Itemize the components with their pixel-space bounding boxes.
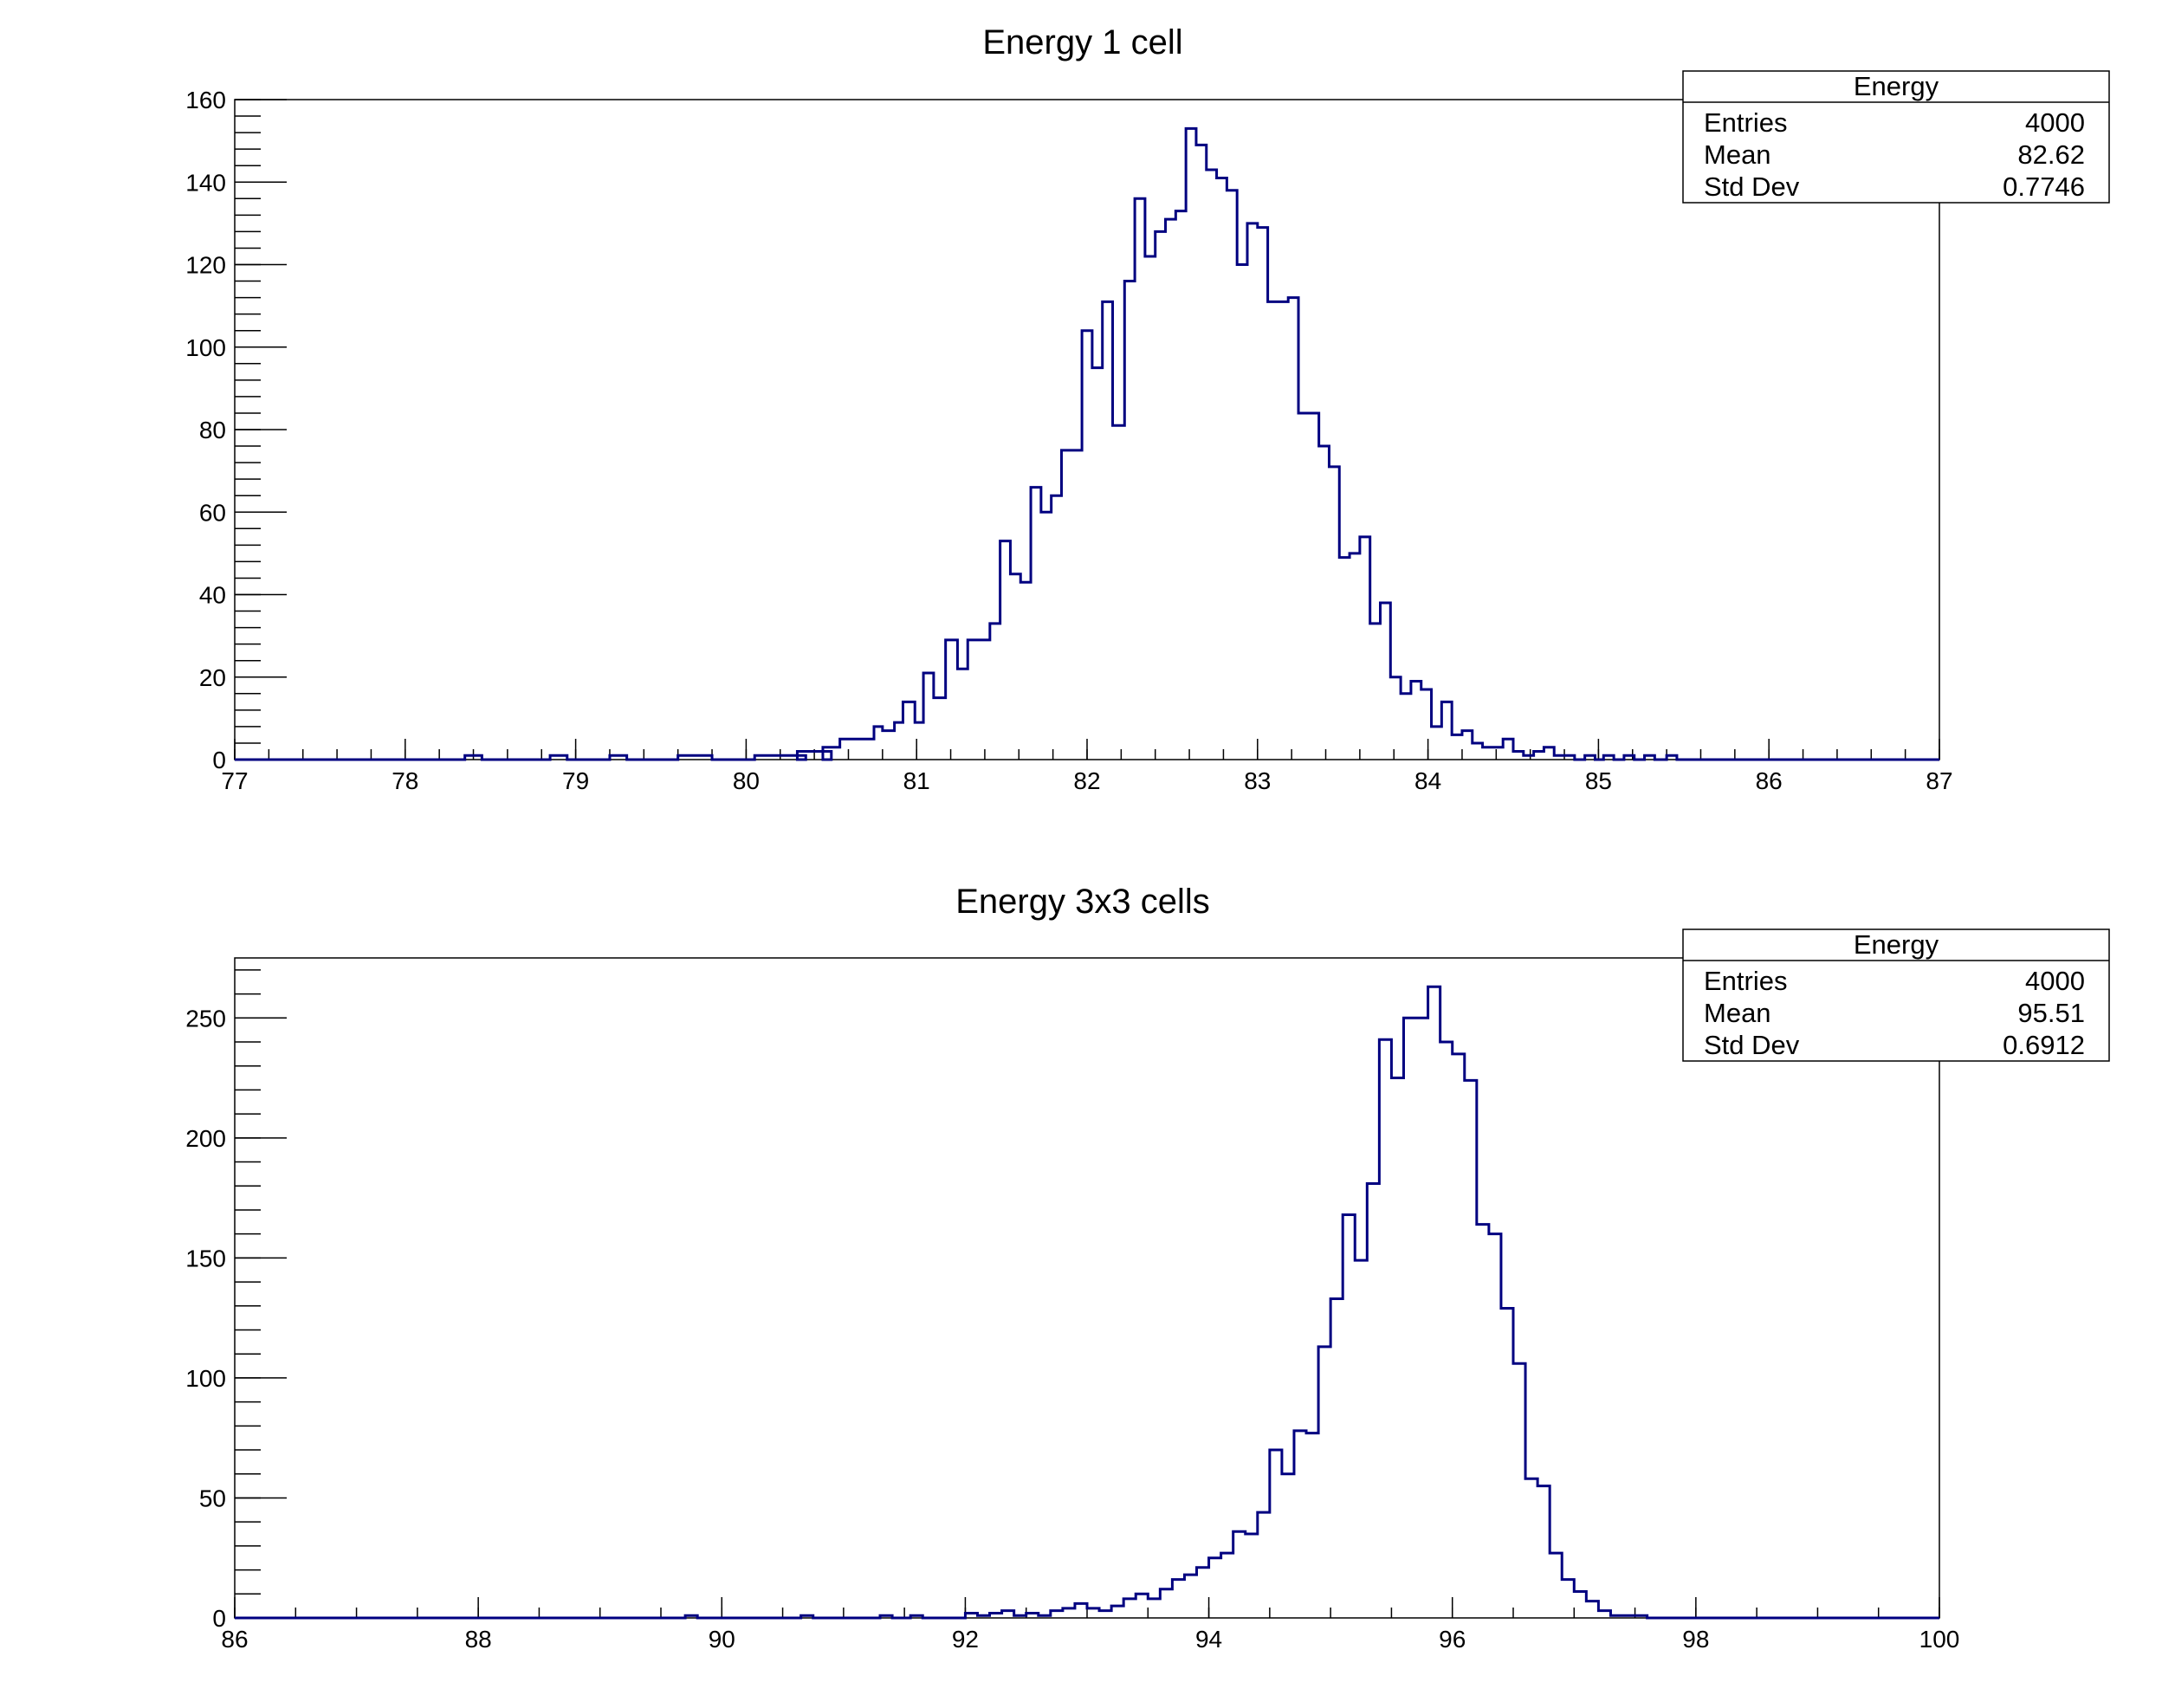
stats-box-header: Energy [1854, 929, 1939, 960]
chart-title: Energy 3x3 cells [955, 883, 1209, 921]
y-tick-label: 40 [199, 582, 226, 609]
y-tick-label: 0 [212, 1605, 226, 1632]
y-tick-label: 100 [185, 1365, 226, 1392]
x-tick-label: 85 [1585, 767, 1612, 794]
x-tick-label: 78 [392, 767, 418, 794]
y-tick-label: 140 [185, 169, 226, 196]
stats-box-frame [1682, 70, 2110, 204]
y-tick-label: 100 [185, 334, 226, 361]
x-tick-label: 94 [1195, 1626, 1222, 1653]
chart-energy-3x3-cells: Energy 3x3 cells 86 88 90 92 94 96 98 100 0 50 100… [185, 883, 2110, 1653]
x-tick-label: 88 [465, 1626, 492, 1653]
x-tick-label: 87 [1926, 767, 1952, 794]
stats-value-std-dev: 0.7746 [2003, 171, 2085, 202]
stats-value-std-dev: 0.6912 [2003, 1030, 2085, 1060]
stats-value-mean: 82.62 [2017, 139, 2085, 170]
x-tick-label: 86 [221, 1626, 248, 1653]
y-tick-label: 0 [212, 747, 226, 773]
y-tick-label: 160 [185, 87, 226, 113]
stats-label-std-dev: Std Dev [1704, 1030, 1800, 1060]
x-tick-label: 79 [562, 767, 589, 794]
x-tick-label: 98 [1682, 1626, 1709, 1653]
stats-label-mean: Mean [1704, 139, 1771, 170]
stats-value-entries: 4000 [2025, 966, 2085, 996]
stats-box[interactable]: Energy Entries 4000 Mean 95.51 Std Dev 0… [1682, 928, 2110, 1062]
y-tick-label: 200 [185, 1125, 226, 1152]
stats-label-mean: Mean [1704, 998, 1771, 1028]
x-tick-label: 92 [952, 1626, 979, 1653]
stats-value-mean: 95.51 [2017, 998, 2085, 1028]
x-tick-label: 82 [1073, 767, 1100, 794]
stats-box-frame [1682, 928, 2110, 1062]
y-tick-label: 60 [199, 499, 226, 526]
axes: 77 78 79 80 81 82 83 84 85 86 87 0 20 40 60 80 100 120 140… [185, 87, 1952, 794]
axes: 86 88 90 92 94 96 98 100 0 50 100 150 200 250 [185, 969, 1960, 1653]
x-tick-label: 81 [903, 767, 930, 794]
x-tick-label: 100 [1919, 1626, 1960, 1653]
stats-box-header: Energy [1854, 71, 1939, 101]
histogram-line [235, 985, 1939, 1620]
y-tick-label: 120 [185, 252, 226, 279]
y-tick-label: 80 [199, 417, 226, 443]
x-tick-label: 86 [1756, 767, 1783, 794]
y-tick-label: 150 [185, 1245, 226, 1271]
stats-label-entries: Entries [1704, 966, 1787, 996]
stats-value-entries: 4000 [2025, 107, 2085, 138]
y-tick-label: 50 [199, 1485, 226, 1511]
x-tick-label: 90 [709, 1626, 735, 1653]
x-tick-label: 96 [1439, 1626, 1466, 1653]
x-tick-label: 84 [1414, 767, 1441, 794]
histogram-line [235, 126, 1939, 761]
stats-label-entries: Entries [1704, 107, 1787, 138]
chart-energy-1-cell: Energy 1 cell 77 78 79 80 81 82 83 84 85 86 87 0 20 4… [185, 23, 2110, 794]
x-tick-label: 80 [733, 767, 760, 794]
stats-box[interactable]: Energy Entries 4000 Mean 82.62 Std Dev 0… [1682, 70, 2110, 204]
stats-label-std-dev: Std Dev [1704, 171, 1800, 202]
x-tick-label: 77 [221, 767, 248, 794]
chart-title: Energy 1 cell [982, 23, 1182, 61]
y-tick-label: 250 [185, 1005, 226, 1032]
x-tick-label: 83 [1244, 767, 1271, 794]
y-tick-label: 20 [199, 664, 226, 691]
